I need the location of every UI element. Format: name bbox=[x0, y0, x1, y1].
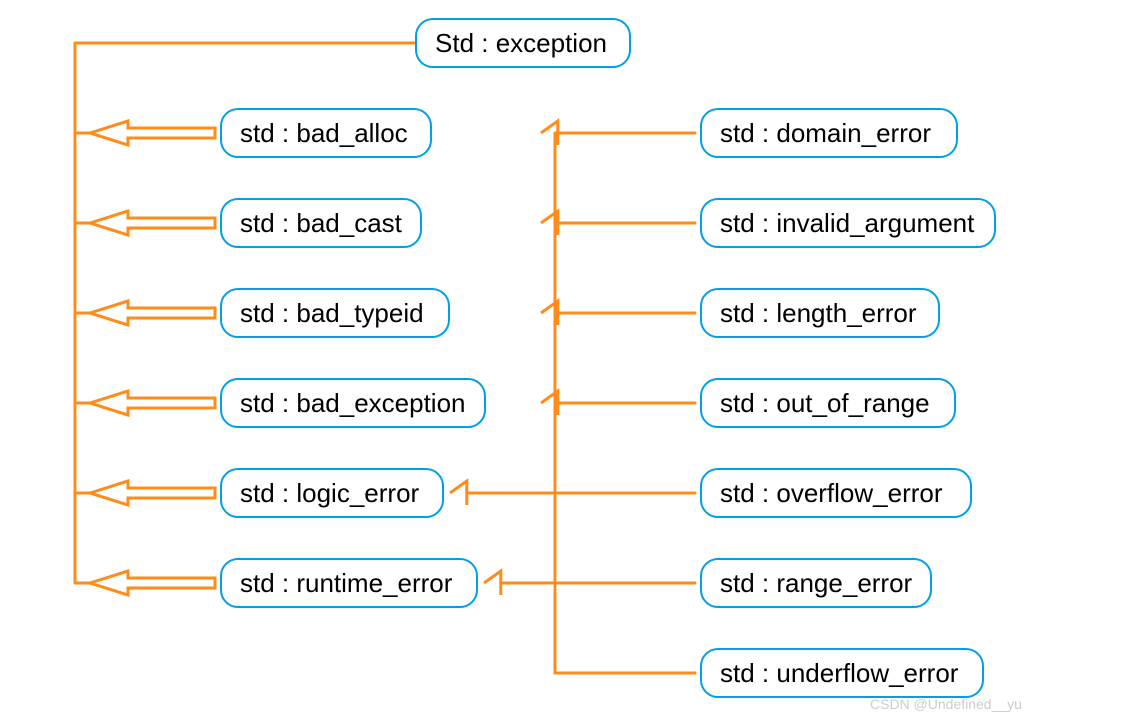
node-underflow_error: std : underflow_error bbox=[700, 648, 984, 698]
edges-layer bbox=[0, 0, 1132, 719]
node-runtime_error: std : runtime_error bbox=[220, 558, 478, 608]
node-bad_cast: std : bad_cast bbox=[220, 198, 422, 248]
node-domain_error: std : domain_error bbox=[700, 108, 958, 158]
node-range_error: std : range_error bbox=[700, 558, 932, 608]
node-invalid_argument: std : invalid_argument bbox=[700, 198, 996, 248]
node-logic_error: std : logic_error bbox=[220, 468, 444, 518]
node-bad_exception: std : bad_exception bbox=[220, 378, 486, 428]
node-exception: Std : exception bbox=[415, 18, 631, 68]
node-bad_typeid: std : bad_typeid bbox=[220, 288, 450, 338]
node-length_error: std : length_error bbox=[700, 288, 940, 338]
node-bad_alloc: std : bad_alloc bbox=[220, 108, 432, 158]
node-overflow_error: std : overflow_error bbox=[700, 468, 972, 518]
node-out_of_range: std : out_of_range bbox=[700, 378, 956, 428]
watermark-text: CSDN @Undefined__yu bbox=[870, 696, 1022, 712]
